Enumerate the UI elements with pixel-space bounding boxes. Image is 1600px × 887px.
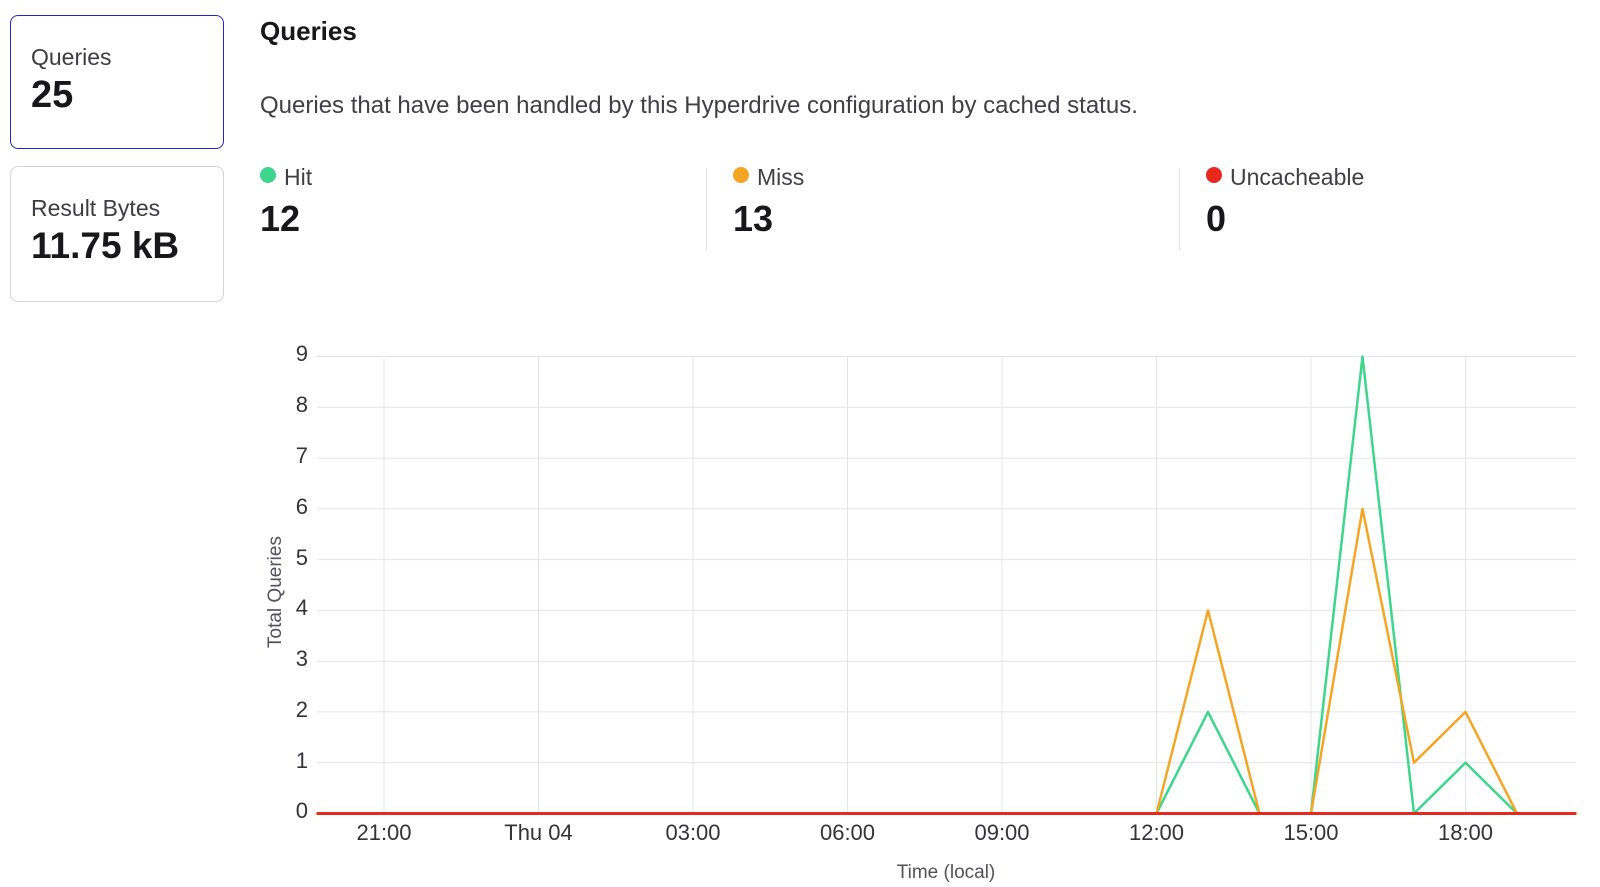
svg-text:15:00: 15:00	[1283, 820, 1338, 845]
svg-text:9: 9	[296, 341, 308, 366]
svg-text:2: 2	[296, 697, 308, 722]
svg-text:7: 7	[296, 443, 308, 468]
svg-text:03:00: 03:00	[665, 820, 720, 845]
svg-text:1: 1	[296, 748, 308, 773]
svg-text:5: 5	[296, 545, 308, 570]
svg-text:Time (local): Time (local)	[897, 862, 996, 883]
svg-text:6: 6	[296, 494, 308, 519]
svg-text:09:00: 09:00	[974, 820, 1029, 845]
svg-text:06:00: 06:00	[820, 820, 875, 845]
svg-text:0: 0	[296, 798, 308, 823]
svg-text:3: 3	[296, 646, 308, 671]
svg-text:12:00: 12:00	[1129, 820, 1184, 845]
svg-text:Total Queries: Total Queries	[265, 536, 286, 648]
svg-text:18:00: 18:00	[1438, 820, 1493, 845]
svg-text:Thu 04: Thu 04	[504, 820, 573, 845]
svg-text:8: 8	[296, 392, 308, 417]
svg-text:4: 4	[296, 595, 308, 620]
svg-text:21:00: 21:00	[356, 820, 411, 845]
